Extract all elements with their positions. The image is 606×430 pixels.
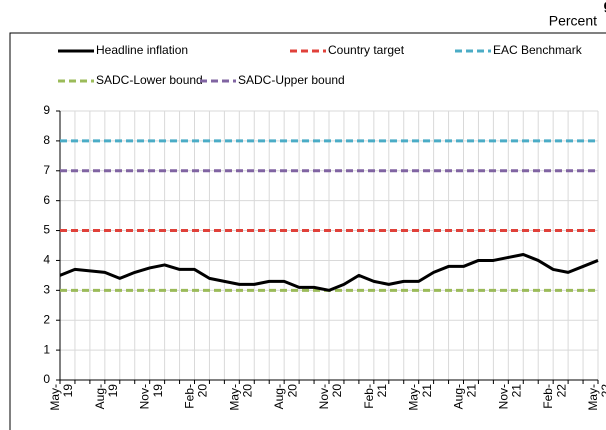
y-tick-label: 8 — [43, 133, 50, 147]
y-tick-label: 1 — [43, 342, 50, 356]
x-tick-label-part: 19 — [106, 384, 120, 398]
x-tick-label: May-19 — [48, 384, 75, 411]
x-tick-label: Nov-19 — [138, 384, 165, 410]
x-tick-label: Feb-20 — [183, 384, 210, 409]
y-tick-label: 5 — [43, 223, 50, 237]
series-line — [59, 252, 599, 292]
x-tick-label-part: May- — [586, 384, 600, 411]
legend-label: EAC Benchmark — [493, 43, 583, 57]
unit-label: Percent — [549, 13, 597, 29]
y-tick-label: 0 — [43, 372, 50, 386]
x-tick-label: Feb-21 — [362, 384, 389, 409]
x-tick-label-part: Aug- — [272, 384, 286, 409]
x-tick-label-part: 21 — [510, 384, 524, 398]
y-tick-label: 7 — [43, 163, 50, 177]
legend-label: Country target — [328, 43, 405, 57]
x-tick-label: Aug-20 — [272, 384, 299, 410]
y-tick-label: 2 — [43, 312, 50, 326]
x-tick-label-part: Nov- — [317, 384, 331, 409]
x-tick-label-part: 22 — [599, 384, 606, 398]
x-tick-label-part: 21 — [375, 384, 389, 398]
x-tick-label: Aug-21 — [452, 384, 479, 410]
x-tick-label: May-22 — [586, 384, 606, 411]
x-tick-label: Nov-20 — [317, 384, 344, 410]
x-tick-label-part: May- — [48, 384, 62, 411]
x-tick-label-part: Feb- — [362, 384, 376, 409]
legend-label: Headline inflation — [96, 43, 188, 57]
x-tick-label-part: Feb- — [541, 384, 555, 409]
y-tick-label: 9 — [43, 103, 50, 117]
x-tick-label-part: 22 — [555, 384, 569, 398]
y-tick-label: 6 — [43, 193, 50, 207]
x-tick-label-part: May- — [228, 384, 242, 411]
x-tick-label-part: 21 — [465, 384, 479, 398]
legend-label: SADC-Upper bound — [238, 73, 345, 87]
x-tick-label: Feb-22 — [541, 384, 568, 409]
x-tick-label: May-20 — [228, 384, 255, 411]
x-tick-label-part: 20 — [196, 384, 210, 398]
x-tick-label: May-21 — [407, 384, 434, 411]
x-tick-label: Nov-21 — [497, 384, 524, 410]
x-tick-label-part: Nov- — [138, 384, 152, 409]
x-tick-label-part: 19 — [151, 384, 165, 398]
x-tick-label-part: 20 — [241, 384, 255, 398]
chart-title: g — [603, 0, 606, 13]
x-tick-label-part: 20 — [286, 384, 300, 398]
y-tick-label: 3 — [43, 283, 50, 297]
x-tick-label: Aug-19 — [93, 384, 120, 410]
x-tick-label-part: 20 — [330, 384, 344, 398]
chart-frame — [9, 32, 606, 430]
x-tick-label-part: Aug- — [452, 384, 466, 409]
x-tick-label-part: May- — [407, 384, 421, 411]
x-tick-label-part: Nov- — [497, 384, 511, 409]
x-tick-label-part: 21 — [420, 384, 434, 398]
legend-label: SADC-Lower bound — [96, 73, 203, 87]
x-tick-label-part: Feb- — [183, 384, 197, 409]
x-tick-label-part: Aug- — [93, 384, 107, 409]
x-tick-label-part: 19 — [61, 384, 75, 398]
y-tick-label: 4 — [43, 253, 50, 267]
